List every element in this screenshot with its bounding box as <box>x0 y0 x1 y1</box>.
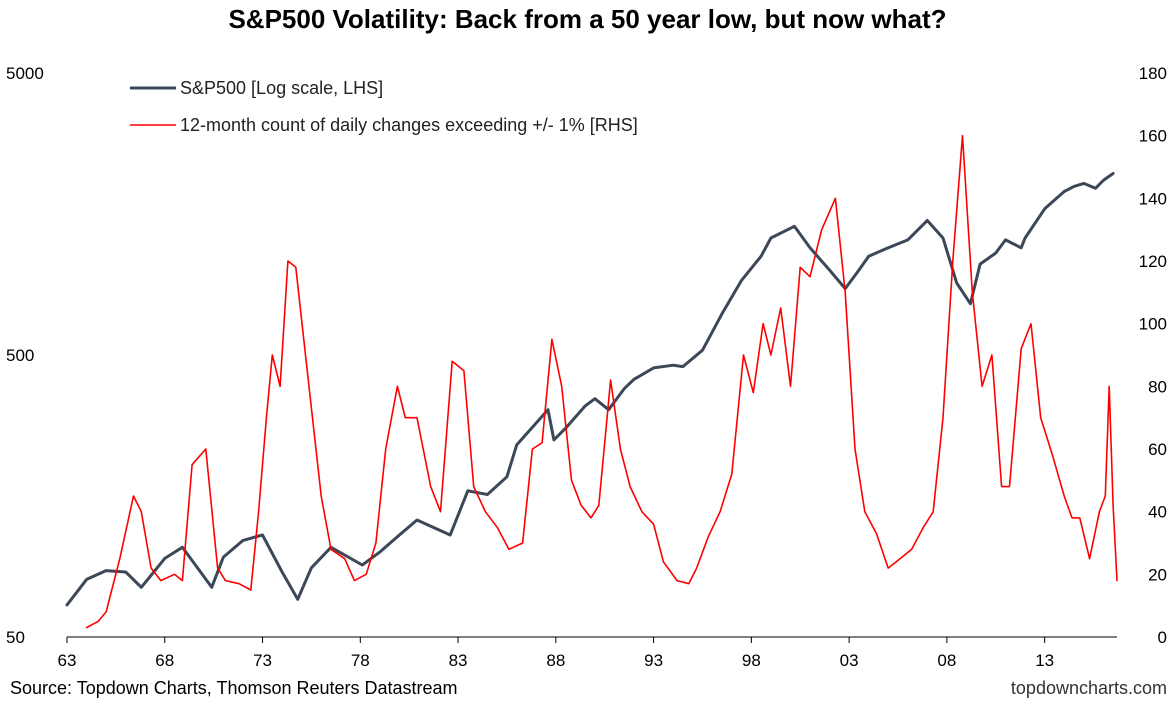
series-line-volatility-count <box>85 134 1118 629</box>
x-tick-label: 13 <box>1035 651 1054 670</box>
y-right-tick-label: 20 <box>1148 565 1167 584</box>
x-tick-label: 68 <box>155 651 174 670</box>
y-left-tick-label: 5000 <box>6 64 44 83</box>
y-right-tick-label: 180 <box>1139 64 1167 83</box>
chart-title: S&P500 Volatility: Back from a 50 year l… <box>228 4 947 34</box>
x-tick-label: 88 <box>546 651 565 670</box>
legend-label-volatility-count: 12-month count of daily changes exceedin… <box>180 115 638 135</box>
x-tick-label: 03 <box>840 651 859 670</box>
x-tick-label: 93 <box>644 651 663 670</box>
y-right-tick-label: 80 <box>1148 377 1167 396</box>
y-left-tick-label: 500 <box>6 346 34 365</box>
series-line-sp500 <box>65 172 1115 607</box>
x-tick-label: 78 <box>351 651 370 670</box>
y-right-tick-label: 40 <box>1148 503 1167 522</box>
source-note: Source: Topdown Charts, Thomson Reuters … <box>10 678 458 698</box>
legend-label-sp500: S&P500 [Log scale, LHS] <box>180 78 383 98</box>
y-left-tick-label: 50 <box>6 628 25 647</box>
x-tick-label: 73 <box>253 651 272 670</box>
y-right-tick-label: 60 <box>1148 440 1167 459</box>
y-right-tick-label: 120 <box>1139 252 1167 271</box>
y-right-tick-label: 140 <box>1139 189 1167 208</box>
x-tick-label: 83 <box>449 651 468 670</box>
y-right-tick-label: 160 <box>1139 127 1167 146</box>
y-right-tick-label: 100 <box>1139 315 1167 334</box>
x-tick-label: 08 <box>937 651 956 670</box>
watermark: topdowncharts.com <box>1010 678 1167 698</box>
x-tick-label: 98 <box>742 651 761 670</box>
x-tick-label: 63 <box>58 651 77 670</box>
y-right-tick-label: 0 <box>1158 628 1167 647</box>
